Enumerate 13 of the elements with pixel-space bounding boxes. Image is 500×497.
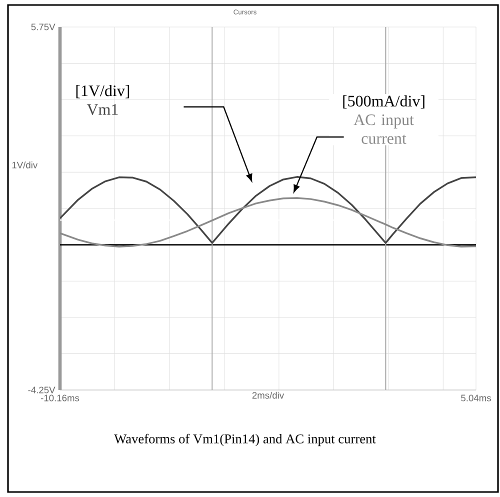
x-tick-label: -10.16ms xyxy=(40,394,80,402)
text: AC input current xyxy=(354,114,414,144)
y-tick-label: -4.25V xyxy=(28,386,56,394)
annotation: [500mA/div] xyxy=(343,95,424,109)
text: Vm1 xyxy=(86,104,118,115)
annotation: [1V/div] xyxy=(76,84,130,98)
line-series xyxy=(60,197,476,248)
text: Waveforms of Vm1(Pin14) and AC input current xyxy=(114,434,376,446)
y-axis-title: 1V/div xyxy=(12,162,38,168)
line-series xyxy=(60,176,476,244)
y-tick-label: 5.75V xyxy=(31,24,56,30)
x-tick-label: 5.04ms xyxy=(461,394,491,402)
x-axis-title: 2ms/div xyxy=(252,392,284,399)
